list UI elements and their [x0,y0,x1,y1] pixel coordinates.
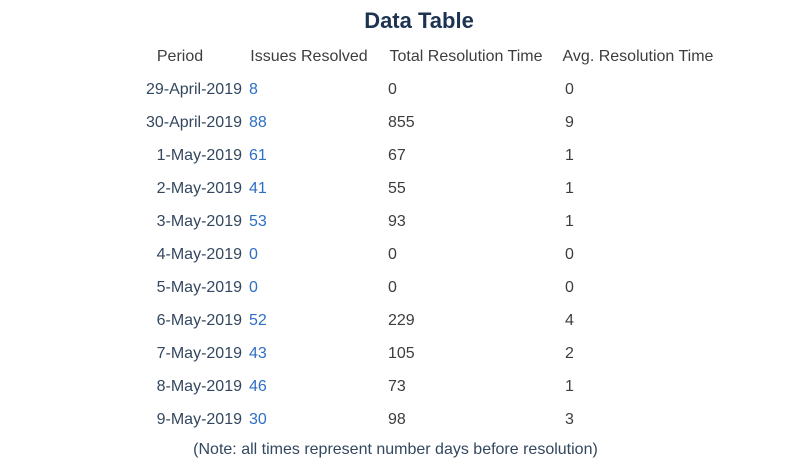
page-title: Data Table [364,8,474,33]
total-resolution-time-cell: 98 [388,410,406,428]
header-row: Period Issues Resolved Total Resolution … [118,40,720,73]
total-resolution-time-cell: 229 [388,311,415,329]
column-header-period: Period [156,47,204,65]
table-container: Data Table Period Issues Resolved Total … [118,8,720,436]
period-cell: 29-April-2019 [145,80,242,98]
table-row: 4-May-2019 0 0 0 [118,238,720,271]
issues-resolved-link[interactable]: 53 [249,212,267,230]
issues-resolved-link[interactable]: 61 [249,146,267,164]
issues-resolved-link[interactable]: 88 [249,113,267,131]
total-resolution-time-cell: 0 [388,278,397,296]
avg-resolution-time-cell: 0 [565,245,574,263]
avg-resolution-time-cell: 1 [565,146,574,164]
issues-resolved-link[interactable]: 0 [249,245,258,263]
table-row: 30-April-2019 88 855 9 [118,106,720,139]
avg-resolution-time-cell: 9 [565,113,574,131]
column-header-total-resolution-time: Total Resolution Time [389,47,543,65]
issues-resolved-link[interactable]: 52 [249,311,267,329]
period-cell: 7-May-2019 [156,344,242,362]
period-cell: 4-May-2019 [156,245,242,263]
avg-resolution-time-cell: 0 [565,278,574,296]
avg-resolution-time-cell: 3 [565,410,574,428]
total-resolution-time-cell: 93 [388,212,406,230]
total-resolution-time-cell: 105 [388,344,415,362]
data-table: Period Issues Resolved Total Resolution … [118,40,720,436]
table-row: 6-May-2019 52 229 4 [118,304,720,337]
table-row: 3-May-2019 53 93 1 [118,205,720,238]
issues-resolved-link[interactable]: 8 [249,80,258,98]
table-row: 5-May-2019 0 0 0 [118,271,720,304]
period-cell: 1-May-2019 [156,146,242,164]
issues-resolved-link[interactable]: 43 [249,344,267,362]
total-resolution-time-cell: 0 [388,80,397,98]
period-cell: 5-May-2019 [156,278,242,296]
avg-resolution-time-cell: 1 [565,212,574,230]
avg-resolution-time-cell: 2 [565,344,574,362]
table-row: 1-May-2019 61 67 1 [118,139,720,172]
total-resolution-time-cell: 0 [388,245,397,263]
period-cell: 2-May-2019 [156,179,242,197]
period-cell: 30-April-2019 [145,113,242,131]
table-row: 29-April-2019 8 0 0 [118,73,720,106]
column-header-issues-resolved: Issues Resolved [250,47,368,65]
period-cell: 3-May-2019 [156,212,242,230]
total-resolution-time-cell: 67 [388,146,406,164]
avg-resolution-time-cell: 4 [565,311,574,329]
total-resolution-time-cell: 55 [388,179,406,197]
issues-resolved-link[interactable]: 46 [249,377,267,395]
period-cell: 6-May-2019 [156,311,242,329]
avg-resolution-time-cell: 1 [565,179,574,197]
table-note: (Note: all times represent number days b… [193,441,598,458]
issues-resolved-link[interactable]: 0 [249,278,258,296]
table-row: 7-May-2019 43 105 2 [118,337,720,370]
issues-resolved-link[interactable]: 41 [249,179,267,197]
avg-resolution-time-cell: 1 [565,377,574,395]
table-row: 9-May-2019 30 98 3 [118,403,720,436]
total-resolution-time-cell: 73 [388,377,406,395]
table-row: 2-May-2019 41 55 1 [118,172,720,205]
column-header-avg-resolution-time: Avg. Resolution Time [562,47,714,65]
avg-resolution-time-cell: 0 [565,80,574,98]
total-resolution-time-cell: 855 [388,113,415,131]
period-cell: 8-May-2019 [156,377,242,395]
period-cell: 9-May-2019 [156,410,242,428]
table-row: 8-May-2019 46 73 1 [118,370,720,403]
issues-resolved-link[interactable]: 30 [249,410,267,428]
